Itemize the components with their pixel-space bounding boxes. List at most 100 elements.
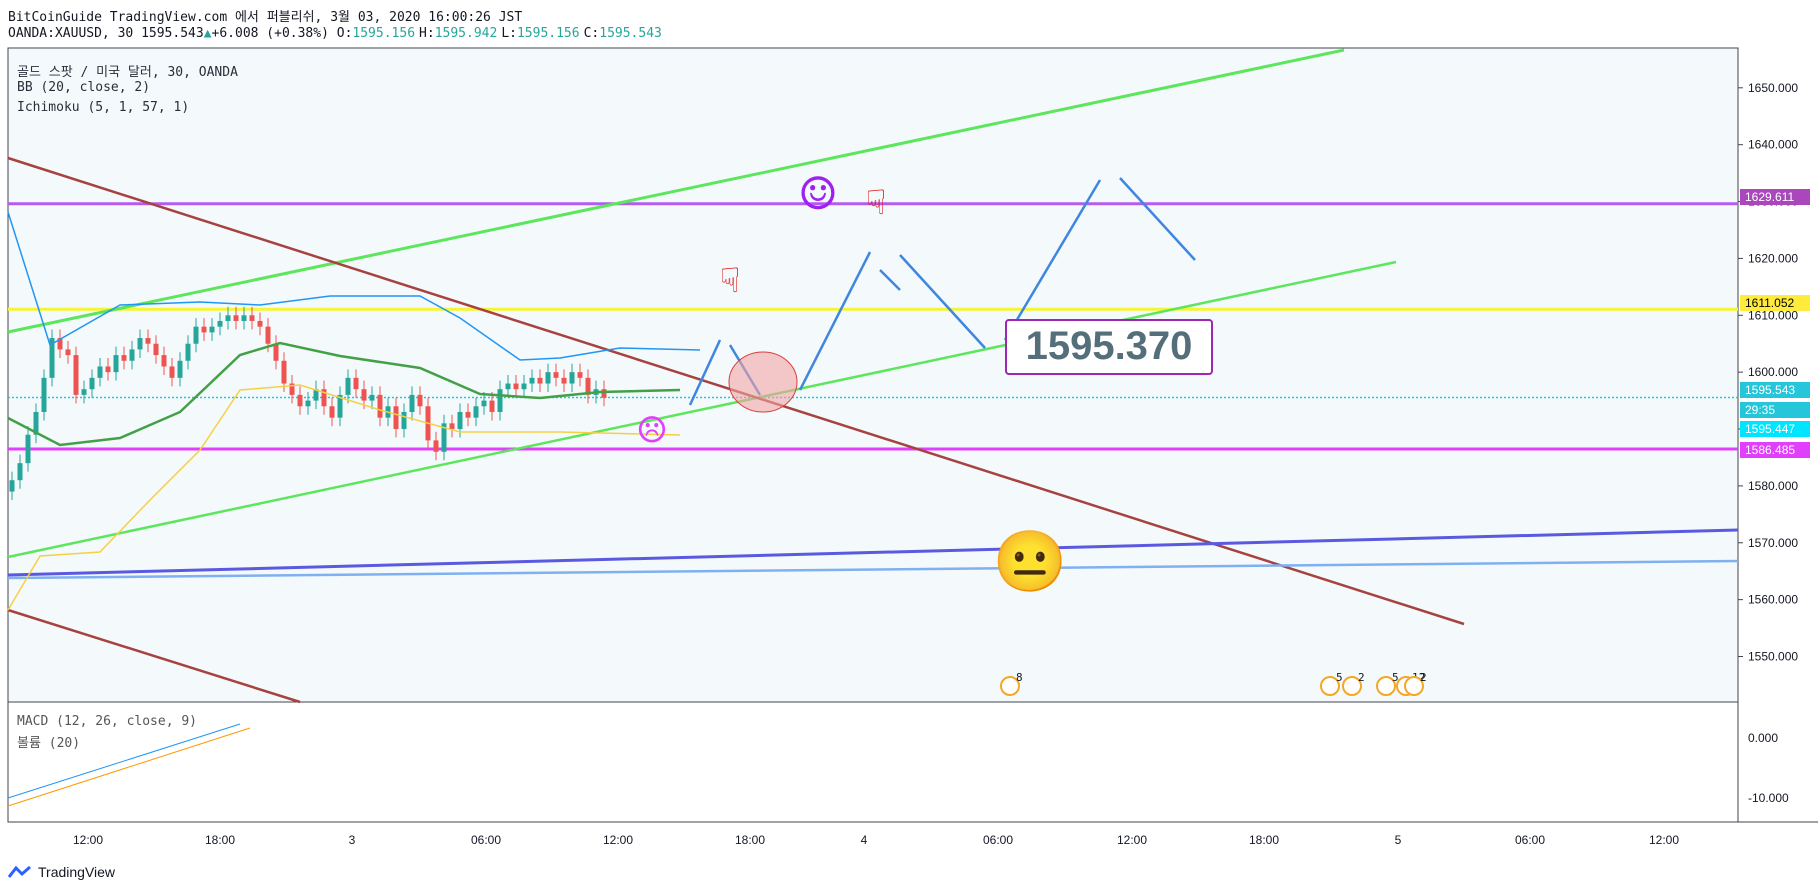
support-line: [7, 528, 1739, 577]
symbol-description[interactable]: 골드 스팟 / 미국 달러, 30, OANDA: [17, 65, 238, 80]
economic-event-flag-icon: [1320, 676, 1340, 696]
y-tick-label: 1640.000: [1748, 138, 1798, 152]
candle-body: [529, 377, 535, 384]
macd-tick-label: -10.000: [1748, 791, 1789, 805]
x-tick-label: 06:00: [983, 833, 1013, 847]
candle-body: [577, 372, 583, 378]
candle-body: [513, 383, 519, 390]
ichimoku-indicator-label[interactable]: Ichimoku (5, 1, 57, 1): [17, 100, 190, 115]
candle-body: [417, 394, 423, 407]
candle-body: [57, 338, 63, 350]
bb-indicator-label[interactable]: BB (20, close, 2): [17, 80, 151, 95]
candle-body: [361, 389, 367, 401]
candle-body: [473, 406, 479, 418]
price-tag: [1740, 442, 1810, 458]
candle-body: [265, 326, 271, 344]
candle-body: [569, 372, 575, 384]
candle-body: [177, 360, 183, 378]
candle-body: [345, 377, 351, 395]
economic-event-flag-icon: [1376, 676, 1396, 696]
candle-body: [273, 343, 279, 361]
candle-body: [233, 315, 239, 321]
x-tick-label: 4: [861, 833, 868, 847]
candle-body: [537, 377, 543, 384]
candle-body: [9, 480, 15, 492]
candle-body: [33, 411, 39, 435]
low-label: L:: [501, 26, 517, 41]
pointing-hand-icon: ☟: [866, 183, 886, 223]
candle-body: [145, 338, 151, 344]
candle-body: [281, 360, 287, 384]
event-count: 5: [1336, 671, 1343, 684]
candle-body: [153, 343, 159, 356]
candle-body: [49, 338, 55, 378]
candle-body: [65, 349, 71, 356]
candle-body: [521, 383, 527, 390]
candle-body: [161, 355, 167, 367]
x-tick-label: 06:00: [471, 833, 501, 847]
x-tick-label: 12:00: [73, 833, 103, 847]
x-tick-label: 3: [349, 833, 356, 847]
support-line-light: [7, 559, 1739, 580]
happy-face-icon: ☺: [801, 160, 836, 228]
candle-body: [457, 411, 463, 430]
candle-body: [73, 355, 79, 395]
volume-indicator-label[interactable]: 볼륨 (20): [17, 736, 81, 751]
forecast-arrow: [879, 269, 901, 291]
candle-body: [249, 315, 255, 321]
economic-event-flag-icon: [1342, 676, 1362, 696]
candle-body: [129, 349, 135, 361]
tradingview-logo[interactable]: TradingView: [8, 864, 115, 880]
low-value: 1595.156: [516, 26, 580, 41]
candle-body: [321, 389, 327, 407]
candle-body: [225, 315, 231, 321]
candle-body: [449, 423, 455, 430]
high-label: H:: [419, 26, 435, 41]
event-count: 2: [1358, 671, 1365, 684]
price-tag-label: 1586.485: [1745, 443, 1795, 457]
pointing-hand-icon: ☟: [720, 261, 740, 301]
candle-body: [97, 366, 103, 378]
ichimoku-base-line: [7, 341, 681, 447]
candle-body: [113, 355, 119, 373]
candle-body: [481, 400, 487, 407]
candle-body: [553, 372, 559, 378]
candle-body: [25, 434, 31, 464]
neutral-face-icon: 😐: [993, 527, 1068, 597]
y-tick-label: 1600.000: [1748, 365, 1798, 379]
publish-info: BitCoinGuide TradingView.com 에서 퍼블리쉬, 3월…: [8, 10, 523, 25]
price-callout-text: 1595.370: [1026, 324, 1193, 368]
price-tag-label: 1611.052: [1745, 296, 1794, 310]
candle-body: [441, 423, 447, 452]
ohlc-legend: OANDA:XAUUSD, 30 1595.543▲+6.008 (+0.38%…: [8, 26, 666, 41]
candle-body: [17, 463, 23, 481]
forecast-arrow: [688, 339, 722, 406]
x-tick-label: 18:00: [1249, 833, 1279, 847]
price-tag: [1740, 421, 1810, 437]
macd-indicator-label[interactable]: MACD (12, 26, close, 9): [17, 714, 198, 729]
candle-body: [241, 315, 247, 321]
forecast-arrow: [798, 251, 872, 391]
candle-body: [337, 394, 343, 418]
candle-body: [137, 338, 143, 350]
candle-body: [433, 440, 439, 452]
x-tick-label: 18:00: [735, 833, 765, 847]
candle-body: [105, 366, 111, 373]
x-tick-label: 5: [1395, 833, 1402, 847]
y-tick-label: 1650.000: [1748, 81, 1798, 95]
candle-body: [289, 383, 295, 395]
x-tick-label: 12:00: [1117, 833, 1147, 847]
x-tick-label: 06:00: [1515, 833, 1545, 847]
close-label: C:: [583, 26, 600, 41]
price-callout-box: [1005, 319, 1213, 375]
candle-body: [409, 394, 415, 412]
y-tick-label: 1620.000: [1748, 251, 1798, 265]
price-tag: [1740, 295, 1810, 311]
forecast-arrow: [899, 254, 986, 349]
candle-body: [89, 377, 95, 390]
sad-face-icon: ☹: [638, 403, 666, 457]
lower-channel-line: [7, 260, 1397, 559]
candle-body: [313, 389, 319, 401]
tradingview-logo-icon: [8, 865, 31, 878]
lower-downtrend-line: [7, 608, 301, 704]
